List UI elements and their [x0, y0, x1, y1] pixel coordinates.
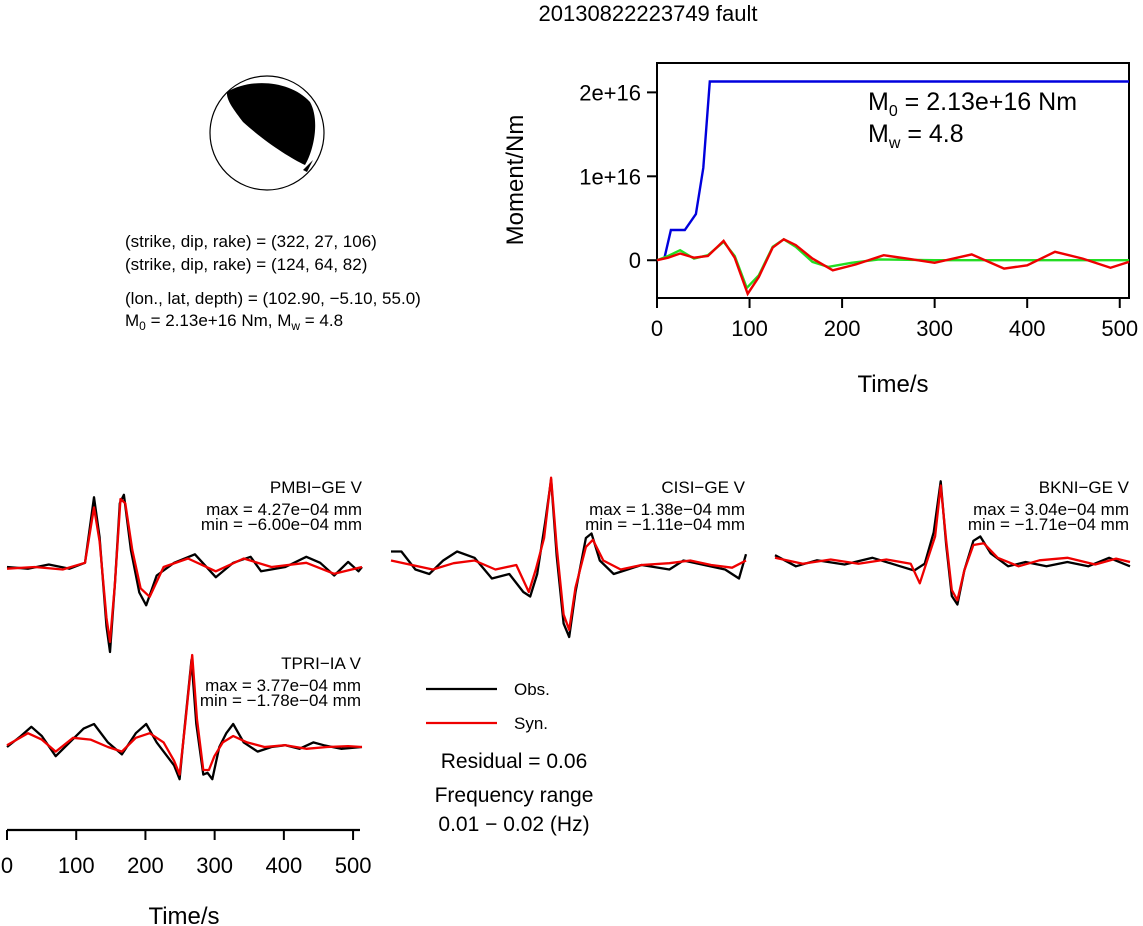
waveform-x-tick-label: 200: [127, 853, 164, 878]
moment-x-axis-label: Time/s: [857, 371, 928, 398]
waveform-x-axis: 0 100 200 300 400 500: [1, 828, 372, 878]
m0-symbol: M: [125, 311, 139, 330]
moment-x-tick-label: 300: [916, 316, 953, 341]
moment-x-tick-label: 500: [1101, 316, 1138, 341]
annotation-mw-value: = 4.8: [900, 120, 963, 148]
moment-x-tick-label: 200: [824, 316, 861, 341]
moment-y-tick-label: 0: [629, 248, 641, 273]
moment-y-axis: 0 1e+16 2e+16: [579, 80, 657, 273]
max-amplitude-label: max = 4.27e−04 mm: [206, 500, 362, 519]
min-amplitude-label: min = −1.78e−04 mm: [200, 691, 361, 710]
beachball-compressional-quadrant: [226, 83, 316, 165]
waveform-x-tick-label: 400: [266, 853, 303, 878]
mw-value-text: = 4.8: [300, 311, 343, 330]
waveform-x-tick-label: 300: [196, 853, 233, 878]
mechanism-line-4: M0 = 2.13e+16 Nm, Mw = 4.8: [125, 311, 343, 333]
m0-value-text: = 2.13e+16 Nm, M: [146, 311, 292, 330]
station-label: PMBI−GE V: [270, 478, 363, 497]
observed-trace: [774, 480, 1131, 606]
mechanism-line-2: (strike, dip, rake) = (124, 64, 82): [125, 255, 367, 274]
synthetic-trace: [6, 653, 363, 776]
moment-y-tick-label: 2e+16: [579, 80, 641, 105]
waveform-x-axis-label: Time/s: [148, 903, 219, 926]
station-label: CISI−GE V: [661, 478, 745, 497]
moment-series-line-2: [656, 237, 1130, 297]
mechanism-line-1: (strike, dip, rake) = (322, 27, 106): [125, 232, 377, 251]
mw-subscript: w: [290, 319, 300, 333]
mechanism-line-3: (lon., lat, depth) = (102.90, −5.10, 55.…: [125, 289, 421, 308]
waveform-x-tick-label: 0: [1, 853, 13, 878]
synthetic-trace: [774, 484, 1131, 602]
max-amplitude-label: max = 3.04e−04 mm: [973, 500, 1129, 519]
annotation-mw-symbol: M: [868, 120, 889, 148]
station-label: BKNI−GE V: [1039, 478, 1130, 497]
beachball-small-quadrant: [303, 160, 313, 172]
legend: Obs. Syn.: [426, 680, 550, 733]
moment-x-tick-label: 400: [1009, 316, 1046, 341]
frequency-range-label: Frequency range: [435, 784, 594, 807]
moment-x-axis: 0 100 200 300 400 500: [651, 298, 1138, 341]
max-amplitude-label: max = 3.77e−04 mm: [205, 676, 361, 695]
moment-plot-frame: [656, 62, 1130, 299]
figure-title: 20130822223749 fault: [539, 1, 758, 26]
legend-syn-label: Syn.: [514, 714, 548, 733]
legend-obs-label: Obs.: [514, 680, 550, 699]
synthetic-trace: [6, 497, 363, 643]
synthetic-trace: [390, 476, 747, 631]
min-amplitude-label: min = −1.71e−04 mm: [968, 515, 1129, 534]
residual-text: Residual = 0.06: [441, 750, 588, 773]
moment-y-tick-label: 1e+16: [579, 164, 641, 189]
waveform-x-tick-label: 100: [58, 853, 95, 878]
moment-series-line-0: [656, 80, 1129, 262]
moment-y-axis-label: Moment/Nm: [502, 115, 529, 246]
focal-mechanism-beachball: [209, 75, 325, 191]
min-amplitude-label: min = −1.11e−04 mm: [585, 515, 745, 534]
waveform-x-tick-label: 500: [335, 853, 372, 878]
station-label: TPRI−IA V: [281, 654, 361, 673]
frequency-range-value: 0.01 − 0.02 (Hz): [438, 813, 589, 836]
annotation-mw-subscript: w: [888, 135, 901, 152]
moment-x-tick-label: 0: [651, 316, 663, 341]
moment-annotation-mw: Mw = 4.8: [868, 120, 964, 152]
moment-annotation-m0: M0 = 2.13e+16 Nm: [868, 88, 1077, 120]
annotation-m0-value: = 2.13e+16 Nm: [898, 88, 1077, 116]
moment-x-tick-label: 100: [731, 316, 768, 341]
annotation-m0-symbol: M: [868, 88, 889, 116]
max-amplitude-label: max = 1.38e−04 mm: [589, 500, 745, 519]
moment-series: [656, 80, 1130, 297]
m0-subscript: 0: [139, 319, 146, 333]
annotation-m0-subscript: 0: [889, 103, 898, 120]
min-amplitude-label: min = −6.00e−04 mm: [201, 515, 362, 534]
